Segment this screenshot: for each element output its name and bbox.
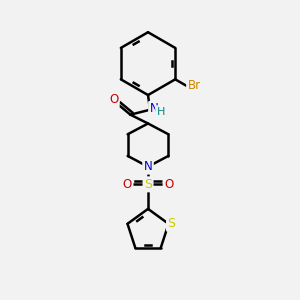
Text: N: N <box>150 102 158 115</box>
Text: H: H <box>157 107 165 117</box>
Text: O: O <box>109 93 118 106</box>
Text: N: N <box>144 160 152 173</box>
Text: Br: Br <box>188 79 201 92</box>
Text: S: S <box>167 217 175 230</box>
Text: S: S <box>144 178 152 191</box>
Text: O: O <box>164 178 173 191</box>
Text: O: O <box>123 178 132 191</box>
